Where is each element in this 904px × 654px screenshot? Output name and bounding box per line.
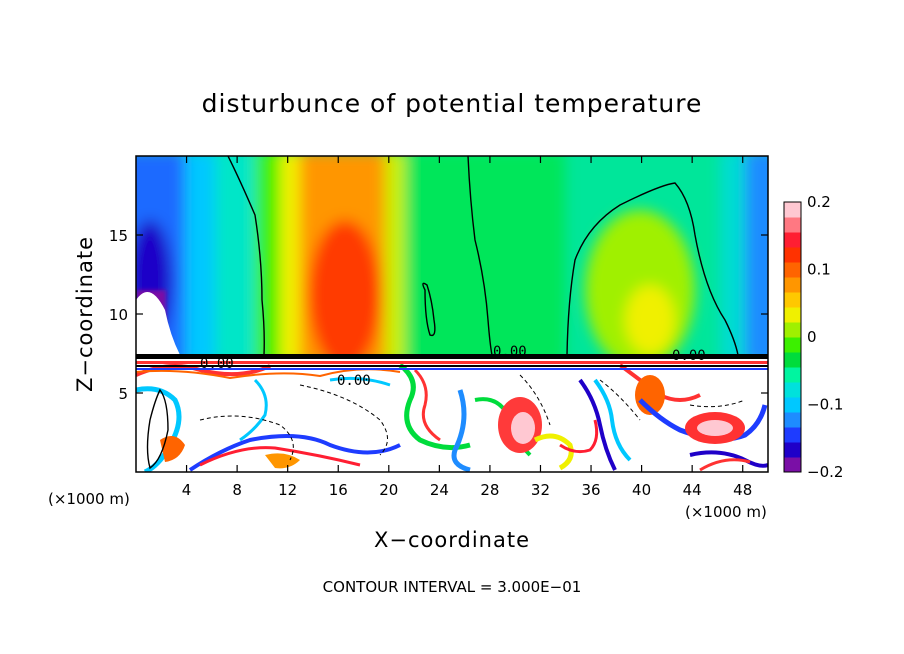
x-tick-label: 4 bbox=[182, 481, 192, 499]
colorbar-tick-label: 0.1 bbox=[807, 261, 831, 279]
colorbar-swatch bbox=[784, 457, 801, 473]
x-axis-ticks: 4 8 12 16 20 24 28 32 36 40 44 48 bbox=[182, 156, 752, 499]
warm-right-core bbox=[625, 285, 675, 355]
field-band-left-cyan bbox=[185, 156, 220, 365]
contour-labels: 0.00 0.00 0.00 0.00 bbox=[200, 344, 706, 389]
colorbar-swatch bbox=[784, 262, 801, 278]
colorbar-swatch bbox=[784, 352, 801, 368]
x-tick-label: 12 bbox=[278, 481, 297, 499]
x-axis-label: X−coordinate bbox=[374, 528, 530, 552]
y-tick-label: 5 bbox=[118, 385, 128, 403]
x-tick-label: 24 bbox=[430, 481, 449, 499]
contour-label: 0.00 bbox=[337, 373, 371, 389]
colorbar-frame bbox=[783, 201, 802, 473]
plot-area: 0.00 0.00 0.00 0.00 bbox=[136, 156, 768, 472]
colorbar-tick-label: 0.2 bbox=[807, 193, 831, 211]
colorbar-swatch bbox=[784, 382, 801, 398]
x-tick-label: 32 bbox=[531, 481, 550, 499]
colorbar bbox=[783, 201, 802, 473]
colorbar-swatch bbox=[784, 292, 801, 308]
y-axis-label: Z−coordinate bbox=[73, 236, 97, 392]
contour-interval-footer: CONTOUR INTERVAL = 3.000E−01 bbox=[323, 578, 582, 596]
dashed-contours bbox=[199, 374, 746, 461]
colorbar-swatch bbox=[784, 367, 801, 383]
colorbar-swatch bbox=[784, 247, 801, 263]
x-tick-label: 8 bbox=[232, 481, 242, 499]
colorbar-tick-label: −0.2 bbox=[807, 463, 843, 481]
chart-title: disturbunce of potential temperature bbox=[202, 89, 703, 118]
colorbar-swatch bbox=[784, 202, 801, 218]
x-tick-label: 36 bbox=[581, 481, 600, 499]
field-band-green-2 bbox=[405, 156, 565, 365]
contour-label: 0.00 bbox=[672, 348, 706, 364]
contour-label: 0.00 bbox=[200, 356, 234, 372]
contour-lines bbox=[146, 156, 739, 470]
colorbar-swatch bbox=[784, 397, 801, 413]
colorbar-tick-label: −0.1 bbox=[807, 396, 843, 414]
colorbar-swatch bbox=[784, 337, 801, 353]
colorbar-swatch bbox=[784, 232, 801, 248]
x-tick-label: 44 bbox=[683, 481, 702, 499]
x-tick-label: 40 bbox=[632, 481, 651, 499]
field-band-cyan-2 bbox=[215, 156, 260, 365]
warm-core bbox=[309, 220, 381, 370]
colorbar-swatch bbox=[784, 307, 801, 323]
field-band-right-blue bbox=[745, 156, 768, 365]
y-axis-ticks: 5 10 15 bbox=[109, 227, 768, 403]
white-blob-left-top bbox=[136, 292, 180, 355]
colorbar-swatch bbox=[784, 217, 801, 233]
x-tick-label: 48 bbox=[733, 481, 752, 499]
boundary-layer bbox=[136, 354, 768, 370]
contour-label: 0.00 bbox=[493, 344, 527, 360]
x-tick-label: 20 bbox=[379, 481, 398, 499]
x-tick-label: 28 bbox=[480, 481, 499, 499]
colorbar-tick-label: 0 bbox=[807, 328, 817, 346]
colorbar-swatch bbox=[784, 412, 801, 428]
colorbar-swatch bbox=[784, 322, 801, 338]
y-tick-label: 10 bbox=[109, 306, 128, 324]
colorbar-labels: 0.2 0.1 0 −0.1 −0.2 bbox=[807, 193, 843, 481]
x-tick-label: 16 bbox=[329, 481, 348, 499]
y-tick-label: 15 bbox=[109, 227, 128, 245]
colorbar-swatch bbox=[784, 442, 801, 458]
x-unit-left: (×1000 m) bbox=[48, 490, 130, 508]
x-unit-right: (×1000 m) bbox=[685, 503, 767, 521]
colorbar-swatch bbox=[784, 427, 801, 443]
colorbar-swatch bbox=[784, 277, 801, 293]
